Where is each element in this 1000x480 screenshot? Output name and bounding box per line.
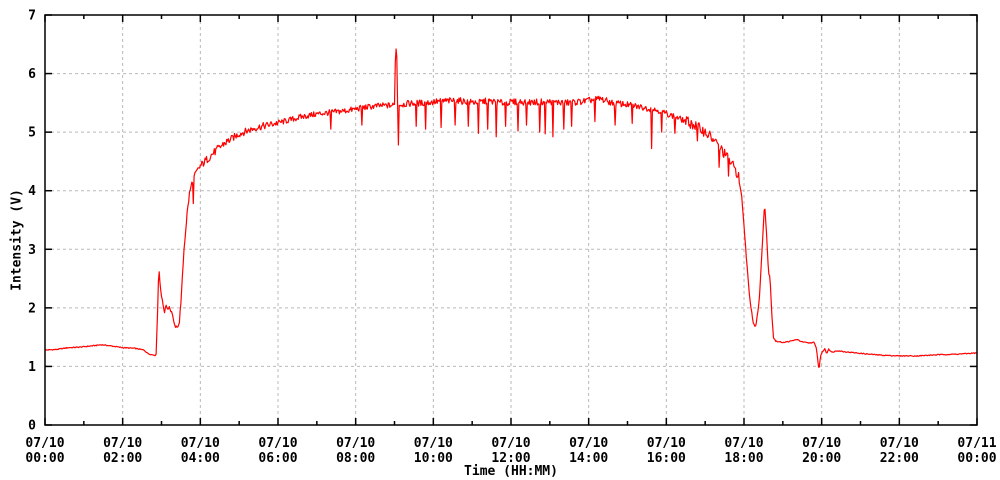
x-tick-label-date: 07/10 xyxy=(724,436,763,451)
y-tick-label: 1 xyxy=(28,360,36,375)
x-axis-label: Time (HH:MM) xyxy=(464,464,558,479)
y-tick-label: 5 xyxy=(28,126,36,141)
x-tick-label-date: 07/10 xyxy=(647,436,686,451)
x-tick-label-date: 07/10 xyxy=(414,436,453,451)
x-tick-label-time: 20:00 xyxy=(802,451,841,466)
y-tick-label: 2 xyxy=(28,301,36,316)
gridlines xyxy=(45,15,977,425)
x-tick-label-date: 07/10 xyxy=(569,436,608,451)
x-tick-label-time: 00:00 xyxy=(25,451,64,466)
x-tick-label-time: 08:00 xyxy=(336,451,375,466)
x-tick-label-time: 14:00 xyxy=(569,451,608,466)
y-tick-label: 3 xyxy=(28,243,36,258)
y-tick-label: 7 xyxy=(28,9,36,24)
y-tick-label: 6 xyxy=(28,67,36,82)
x-tick-label-date: 07/10 xyxy=(336,436,375,451)
x-tick-label-date: 07/10 xyxy=(880,436,919,451)
x-tick-label-time: 10:00 xyxy=(414,451,453,466)
tick-labels: 0123456707/1000:0007/1002:0007/1004:0007… xyxy=(25,9,996,467)
x-tick-label-time: 12:00 xyxy=(491,451,530,466)
plot-border xyxy=(44,14,978,426)
x-tick-label-date: 07/10 xyxy=(491,436,530,451)
x-tick-label-date: 07/11 xyxy=(957,436,996,451)
x-tick-label-time: 06:00 xyxy=(258,451,297,466)
x-tick-label-time: 04:00 xyxy=(181,451,220,466)
x-tick-label-date: 07/10 xyxy=(103,436,142,451)
x-tick-label-date: 07/10 xyxy=(258,436,297,451)
x-tick-label-time: 00:00 xyxy=(957,451,996,466)
series-line-intensity xyxy=(44,48,977,368)
y-tick-label: 4 xyxy=(28,184,36,199)
y-axis-label: Intensity (V) xyxy=(9,189,25,291)
x-tick-label-time: 22:00 xyxy=(880,451,919,466)
x-tick-label-date: 07/10 xyxy=(25,436,64,451)
y-tick-label: 0 xyxy=(28,419,36,434)
x-tick-label-date: 07/10 xyxy=(181,436,220,451)
x-tick-label-date: 07/10 xyxy=(802,436,841,451)
x-tick-label-time: 18:00 xyxy=(724,451,763,466)
x-tick-label-time: 16:00 xyxy=(647,451,686,466)
x-tick-label-time: 02:00 xyxy=(103,451,142,466)
